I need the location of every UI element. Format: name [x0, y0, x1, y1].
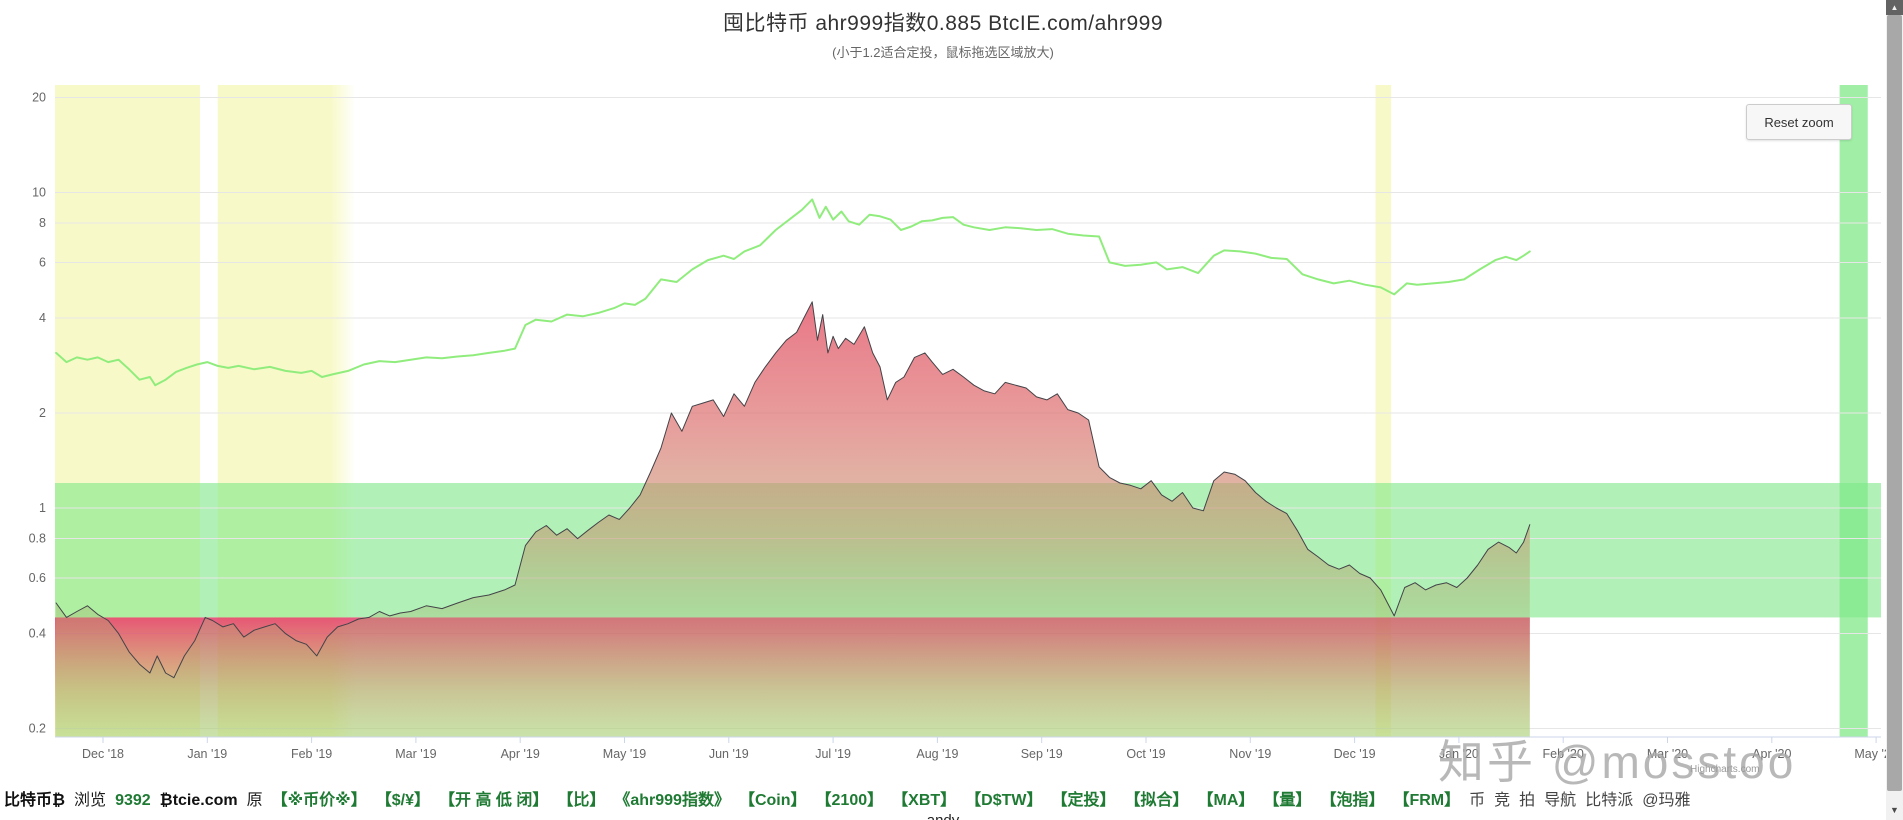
x-axis-label: Aug '19 — [916, 747, 958, 761]
y-axis-label: 0.6 — [29, 571, 46, 585]
x-axis-label: Jun '19 — [709, 747, 749, 761]
footer-link[interactable]: 【XBT】 — [892, 792, 957, 809]
x-axis-label: May '20 — [1854, 747, 1886, 761]
scrollbar[interactable]: ▲ ▼ — [1886, 0, 1903, 820]
footer-link[interactable]: 【FRM】 — [1393, 792, 1461, 809]
ahr999-area-fill — [56, 301, 1530, 737]
footer-link[interactable]: 【$/¥】 — [375, 792, 430, 809]
page-title: 囤比特币 ahr999指数0.885 BtcIE.com/ahr999 — [722, 12, 1164, 35]
footer-text: 浏览 — [74, 792, 107, 809]
footer-link[interactable]: 【定投】 — [1051, 792, 1116, 809]
x-axis-label: May '19 — [603, 747, 646, 761]
x-axis-label: Nov '19 — [1229, 747, 1271, 761]
footer-link[interactable]: 【Coin】 — [738, 792, 807, 809]
x-axis-label: Dec '18 — [82, 747, 124, 761]
footer-link[interactable]: 【D$TW】 — [965, 792, 1043, 809]
reset-zoom-button[interactable]: Reset zoom — [1746, 104, 1852, 140]
footer-link[interactable]: 【比】 — [557, 792, 606, 809]
x-axis-label: Feb '20 — [1543, 747, 1584, 761]
footer-link[interactable]: 【MA】 — [1197, 792, 1255, 809]
x-axis-label: Mar '20 — [1647, 747, 1688, 761]
page-subtitle: (小于1.2适合定投，鼠标拖选区域放大) — [832, 45, 1054, 60]
y-axis-label: 0.8 — [29, 532, 46, 546]
x-axis-label: Oct '19 — [1126, 747, 1165, 761]
y-axis-label: 1 — [39, 501, 46, 515]
x-axis-labels: Dec '18 Jan '19 Feb '19 Mar '19 Apr '19 May '… — [82, 737, 1886, 761]
x-axis-label: Jul '19 — [815, 747, 851, 761]
ahr999-chart[interactable]: Dec '18 Jan '19 Feb '19 Mar '19 Apr '19 May '… — [0, 0, 1886, 780]
y-axis-label: 6 — [39, 255, 46, 269]
footer-link[interactable]: 拍 — [1519, 792, 1536, 809]
x-axis-label: Apr '20 — [1752, 747, 1791, 761]
x-axis-label: Jan '20 — [1439, 747, 1479, 761]
y-axis-label: 10 — [32, 185, 46, 199]
footer-text: 9392 — [115, 792, 151, 809]
footer-text: 原 — [246, 792, 263, 809]
x-axis-label: Jan '19 — [187, 747, 227, 761]
y-axis-label: 20 — [32, 90, 46, 104]
scroll-down-icon[interactable]: ▼ — [1890, 805, 1899, 815]
ahr999-line — [55, 301, 1531, 679]
footer-secondary-text: andy — [0, 812, 1886, 820]
y-axis-label: 0.2 — [29, 722, 46, 736]
footer-link[interactable]: 【量】 — [1263, 792, 1312, 809]
footer-link[interactable]: 【拟合】 — [1124, 792, 1189, 809]
footer-link[interactable]: 导航 — [1544, 792, 1577, 809]
y-axis-label: 0.4 — [29, 627, 46, 641]
y-axis-labels: 0.2 0.4 0.6 0.8 1 2 4 6 8 10 20 — [29, 90, 46, 735]
footer-link[interactable]: 比特派 — [1585, 792, 1634, 809]
y-axis-label: 8 — [39, 216, 46, 230]
x-axis-label: Apr '19 — [501, 747, 540, 761]
footer-link[interactable]: 币 — [1469, 792, 1486, 809]
footer-link[interactable]: 《ahr999指数》 — [614, 792, 730, 809]
footer-link[interactable]: 【※币价※】 — [271, 792, 367, 809]
y-axis-label: 4 — [39, 311, 46, 325]
footer-link[interactable]: ₿tcie.com — [159, 792, 238, 809]
footer-link[interactable]: 【泡指】 — [1320, 792, 1385, 809]
x-axis-label: Sep '19 — [1021, 747, 1063, 761]
footer-link[interactable]: 【开 高 低 闭】 — [439, 792, 549, 809]
footer-link[interactable]: @玛雅 — [1642, 792, 1691, 809]
x-axis-label: Mar '19 — [395, 747, 436, 761]
footer-text: 比特币₿ — [4, 792, 66, 809]
x-axis-label: Feb '19 — [291, 747, 332, 761]
plot-band-vertical — [1839, 85, 1868, 737]
footer-nav: 比特币₿ 浏览 9392 ₿tcie.com 原【※币价※】 【$/¥】 【开 高 低 闭】… — [4, 786, 1882, 810]
scrollbar-thumb[interactable] — [1887, 15, 1902, 791]
footer-link[interactable]: 【2100】 — [815, 792, 884, 809]
x-axis-label: Dec '19 — [1334, 747, 1376, 761]
highcharts-credit[interactable]: Highcharts.com — [1690, 764, 1760, 775]
y-axis-label: 2 — [39, 406, 46, 420]
scroll-up-icon[interactable]: ▲ — [1886, 0, 1903, 15]
footer-link[interactable]: 竞 — [1494, 792, 1511, 809]
price-line — [55, 198, 1531, 387]
